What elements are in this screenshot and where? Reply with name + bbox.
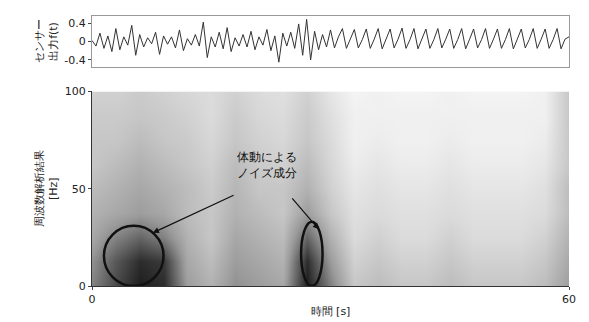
svg-text:センサー出力f(t): センサー出力f(t) — [33, 19, 60, 63]
svg-text:時間 [s]: 時間 [s] — [311, 305, 351, 318]
svg-text:0: 0 — [89, 293, 96, 306]
svg-text:50: 50 — [72, 183, 86, 196]
svg-text:​: ​ — [291, 190, 292, 203]
svg-text:60: 60 — [562, 293, 576, 306]
svg-text:体動によるノイズ成分: 体動によるノイズ成分 — [237, 150, 297, 180]
svg-text:0: 0 — [79, 280, 86, 293]
svg-text:0: 0 — [79, 35, 86, 48]
svg-text:周波数解析結果[Hz]: 周波数解析結果[Hz] — [33, 150, 60, 227]
svg-text:0.4: 0.4 — [68, 17, 86, 30]
svg-text:-0.4: -0.4 — [64, 54, 85, 67]
svg-text:100: 100 — [65, 85, 86, 98]
svg-text:​: ​ — [235, 188, 236, 201]
